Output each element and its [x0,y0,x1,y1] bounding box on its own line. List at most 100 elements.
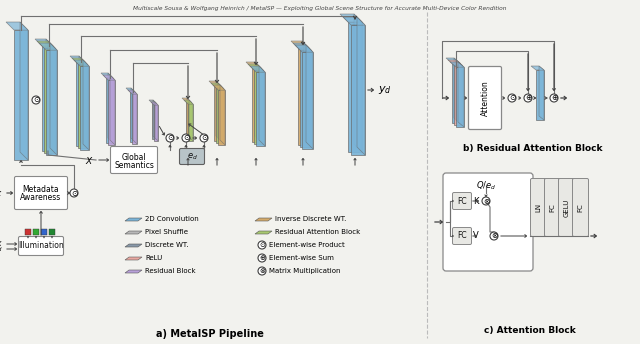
Text: Matrix Multiplication: Matrix Multiplication [269,268,340,274]
Bar [25,229,31,235]
Polygon shape [456,60,462,125]
Polygon shape [130,92,135,142]
Text: ⊙: ⊙ [201,133,207,142]
Text: LN: LN [536,203,541,212]
FancyBboxPatch shape [111,147,157,173]
Text: ⊙: ⊙ [509,94,515,103]
Polygon shape [6,22,28,30]
Polygon shape [76,62,85,146]
Polygon shape [458,62,464,127]
Text: Residual Attention Block: Residual Attention Block [275,229,360,235]
Polygon shape [454,58,460,123]
Polygon shape [125,270,142,273]
Polygon shape [343,17,365,25]
Circle shape [258,254,266,262]
Text: ⊗: ⊗ [483,196,489,205]
Polygon shape [351,25,365,155]
Polygon shape [35,39,53,46]
FancyBboxPatch shape [179,149,205,164]
Polygon shape [354,14,362,152]
Polygon shape [46,39,53,151]
Polygon shape [153,100,156,139]
Text: $x$: $x$ [0,189,3,197]
Text: ⊕: ⊕ [259,255,265,261]
Text: Residual Block: Residual Block [145,268,196,274]
Polygon shape [218,83,223,143]
Polygon shape [456,67,464,127]
FancyBboxPatch shape [545,179,561,237]
Polygon shape [211,83,223,88]
FancyBboxPatch shape [559,179,575,237]
Text: Semantics: Semantics [114,161,154,170]
Text: ⊙: ⊙ [259,242,265,248]
Polygon shape [291,41,309,48]
Polygon shape [340,14,362,22]
Circle shape [32,96,40,104]
Polygon shape [39,43,57,50]
Text: Global: Global [122,152,147,161]
Polygon shape [255,231,272,234]
Circle shape [482,197,490,205]
Polygon shape [450,62,464,67]
Polygon shape [300,50,311,147]
Polygon shape [106,78,113,143]
Polygon shape [126,88,135,92]
Text: c) Attention Block: c) Attention Block [484,325,576,334]
Polygon shape [539,66,544,120]
Polygon shape [446,58,460,63]
Text: $X$: $X$ [85,154,94,165]
Polygon shape [110,75,115,145]
Text: Multiscale Sousa & Wolfgang Heinrich / MetaISP — Exploiting Global Scene Structu: Multiscale Sousa & Wolfgang Heinrich / M… [133,6,507,11]
Text: FC: FC [577,203,584,212]
Polygon shape [133,90,137,144]
Bar [41,229,47,235]
Text: GELU: GELU [563,198,570,217]
Text: ⊗: ⊗ [259,268,265,274]
Text: V: V [473,232,479,240]
Text: Metadata: Metadata [22,184,60,193]
Circle shape [200,134,208,142]
Polygon shape [131,88,135,142]
Polygon shape [213,85,225,90]
Polygon shape [152,103,156,139]
Text: Element-wise Product: Element-wise Product [269,242,345,248]
Text: Awareness: Awareness [20,193,61,203]
Polygon shape [155,102,158,141]
Polygon shape [452,63,460,123]
Polygon shape [298,48,309,145]
Polygon shape [189,100,193,141]
Text: Illumination: Illumination [18,241,64,250]
Polygon shape [302,41,309,145]
Polygon shape [154,105,158,141]
Polygon shape [216,88,223,143]
Polygon shape [248,64,263,70]
Bar [49,229,55,235]
Circle shape [166,134,174,142]
Polygon shape [216,81,221,141]
Polygon shape [220,85,225,145]
Polygon shape [295,45,313,52]
Text: Pixel Shuffle: Pixel Shuffle [145,229,188,235]
FancyBboxPatch shape [19,237,63,256]
Circle shape [550,94,558,102]
Polygon shape [536,70,544,120]
Text: ⊙: ⊙ [33,96,39,105]
Text: FC: FC [550,203,556,212]
Text: FC: FC [457,196,467,205]
Text: ReLU: ReLU [145,255,163,261]
Polygon shape [42,46,53,151]
Polygon shape [149,100,156,103]
Text: Attention: Attention [481,80,490,116]
Polygon shape [83,60,89,150]
Polygon shape [184,100,193,104]
Text: $e_d$: $e_d$ [186,151,198,162]
Polygon shape [256,72,265,146]
Text: $x$: $x$ [0,239,3,248]
Polygon shape [79,56,85,146]
Polygon shape [132,94,137,144]
Polygon shape [128,90,137,94]
Polygon shape [302,52,313,149]
Text: a) MetaISP Pipeline: a) MetaISP Pipeline [156,329,264,339]
Text: Discrete WT.: Discrete WT. [145,242,189,248]
Text: ⊙: ⊙ [183,133,189,142]
